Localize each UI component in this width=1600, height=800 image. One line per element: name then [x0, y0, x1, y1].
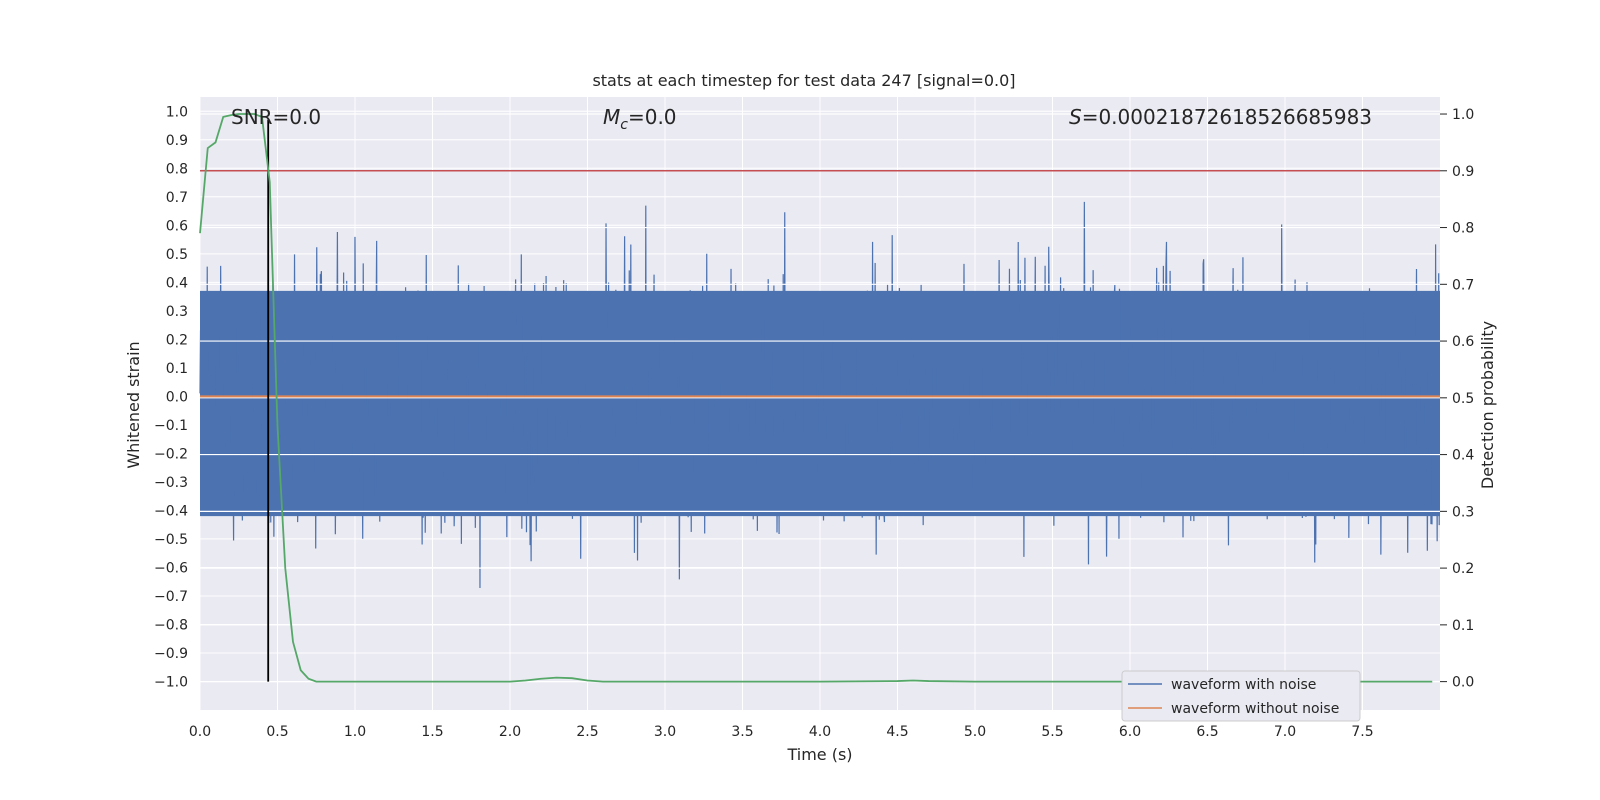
x-axis-label: Time (s): [786, 745, 852, 764]
x-tick-label: 3.0: [654, 724, 676, 740]
y-tick-label-left: 0.7: [166, 190, 188, 206]
y-tick-label-left: −0.1: [154, 418, 188, 434]
y-tick-label-left: −0.6: [154, 560, 188, 576]
overlay-lines: [199, 113, 1440, 683]
legend-label-waveform-with-noise: waveform with noise: [1171, 677, 1316, 693]
y-tick-label-right: 0.3: [1452, 504, 1474, 520]
x-tick-label: 4.0: [809, 724, 831, 740]
y-axis-label-right: Detection probability: [1478, 321, 1497, 489]
chirp-mass-value: =0.0: [628, 105, 677, 129]
y-tick-label-left: −0.3: [154, 475, 188, 491]
snr-annotation: SNR=0.0: [231, 105, 321, 129]
y-tick-label-left: 0.9: [166, 133, 188, 149]
y-tick-label-left: 0.3: [166, 304, 188, 320]
chirp-mass-annotation: Mc=0.0: [603, 105, 677, 133]
y-tick-label-right: 0.2: [1452, 561, 1474, 577]
y-tick-label-right: 0.1: [1452, 618, 1474, 634]
x-tick-label: 0.0: [189, 724, 211, 740]
x-tick-label: 2.5: [576, 724, 598, 740]
y-tick-label-right: 0.4: [1452, 448, 1474, 464]
y-tick-label-left: 0.1: [166, 361, 188, 377]
y-tick-label-left: −0.7: [154, 589, 188, 605]
y-tick-label-left: 0.0: [166, 389, 188, 405]
x-tick-label: 6.5: [1196, 724, 1218, 740]
y-tick-label-left: −0.5: [154, 532, 188, 548]
y-tick-label-left: 0.6: [166, 218, 188, 234]
y-tick-label-left: 0.5: [166, 247, 188, 263]
y-tick-label-left: −1.0: [154, 674, 188, 690]
statistic-symbol: S: [1069, 105, 1082, 129]
y-tick-label-right: 0.8: [1452, 221, 1474, 237]
detection-probability-line: [199, 113, 1433, 683]
legend-label-waveform-without-noise: waveform without noise: [1171, 701, 1339, 717]
statistic-annotation: S=0.00021872618526685983: [1069, 105, 1372, 129]
y-tick-label-right: 0.0: [1452, 675, 1474, 691]
legend: waveform with noise waveform without noi…: [1121, 670, 1361, 722]
y-tick-label-left: −0.8: [154, 617, 188, 633]
x-tick-label: 7.0: [1274, 724, 1296, 740]
y-tick-label-left: 0.8: [166, 161, 188, 177]
y-tick-label-right: 0.5: [1452, 391, 1474, 407]
y-tick-label-left: 0.4: [166, 275, 188, 291]
x-tick-label: 7.5: [1351, 724, 1373, 740]
y-axis-label-left: Whitened strain: [124, 341, 143, 468]
legend-box: [1121, 670, 1361, 722]
chirp-mass-symbol: M: [603, 105, 620, 129]
x-tick-label: 1.5: [421, 724, 443, 740]
y-tick-label-right: 0.9: [1452, 164, 1474, 180]
y-tick-label-left: 0.2: [166, 332, 188, 348]
x-tick-label: 6.0: [1119, 724, 1141, 740]
y-tick-label-right: 0.7: [1452, 277, 1474, 293]
x-tick-label: 5.5: [1041, 724, 1063, 740]
waveform-with-noise-series: [199, 201, 1440, 589]
y-tick-label-left: −0.4: [154, 503, 188, 519]
chirp-mass-subscript: c: [620, 117, 628, 133]
y-tick-label-left: −0.2: [154, 446, 188, 462]
chart-title: stats at each timestep for test data 247…: [592, 71, 1015, 90]
x-tick-label: 4.5: [886, 724, 908, 740]
x-tick-label: 5.0: [964, 724, 986, 740]
x-tick-label: 0.5: [266, 724, 288, 740]
y-tick-label-right: 1.0: [1452, 107, 1474, 123]
statistic-value: =0.00021872618526685983: [1082, 105, 1372, 129]
axis-ticks: 0.0 0.5 1.0 1.5 2.0 2.5 3.0 3.5 4.0 4.5 5.0 5.5 6.0 6…: [154, 104, 1474, 740]
x-tick-label: 1.0: [344, 724, 366, 740]
x-tick-label: 3.5: [731, 724, 753, 740]
y-tick-label-right: 0.6: [1452, 334, 1474, 350]
y-tick-label-left: −0.9: [154, 646, 188, 662]
x-tick-label: 2.0: [499, 724, 521, 740]
waveform-with-noise-line: [199, 201, 1440, 589]
y-tick-label-left: 1.0: [166, 104, 188, 120]
